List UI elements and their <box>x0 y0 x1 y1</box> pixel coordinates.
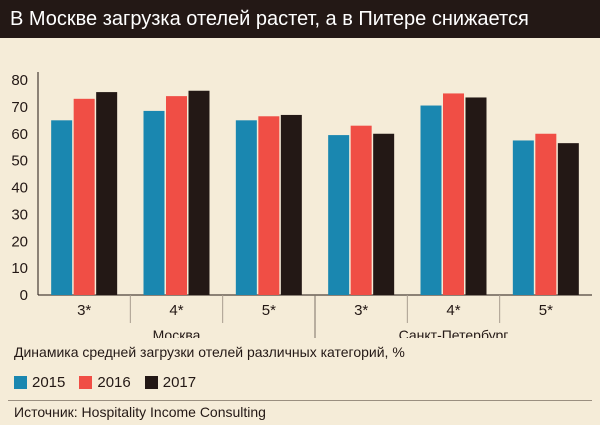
y-tick-label: 20 <box>11 233 28 250</box>
y-tick-label: 60 <box>11 126 28 143</box>
legend-label-2017: 2017 <box>162 373 197 391</box>
source-note: Источник: Hospitality Income Consulting <box>14 404 266 420</box>
bar-2017 <box>557 143 579 295</box>
bar-2017 <box>373 133 395 295</box>
axis-layer <box>37 72 592 338</box>
x-tick-label: 4* <box>169 302 183 319</box>
legend-item-2015: 2015 <box>14 374 65 391</box>
chart-title: В Москве загрузка отелей растет, а в Пит… <box>0 0 600 38</box>
labels-layer: 0 10 20 30 40 50 60 70 80 3* 4* 5* 3* 4* 5* Москва Санкт… <box>11 72 553 338</box>
y-tick-label: 70 <box>11 99 28 116</box>
y-tick-label: 0 <box>20 287 28 304</box>
x-tick-label: 3* <box>354 302 368 319</box>
bar-2015 <box>328 135 350 295</box>
bar-2015 <box>235 120 257 295</box>
bar-2016 <box>350 125 372 295</box>
bar-2017 <box>188 90 210 295</box>
legend-label-2016: 2016 <box>97 373 131 391</box>
bar-2016 <box>258 116 280 295</box>
legend-label-2015: 2015 <box>32 373 66 391</box>
bar-2017 <box>96 92 118 295</box>
bar-2017 <box>465 97 487 295</box>
x-tick-label: 5* <box>539 302 553 319</box>
legend-swatch-2016 <box>79 375 93 389</box>
x-tick-label: 4* <box>446 302 460 319</box>
bar-2016 <box>443 93 464 295</box>
legend-swatch-2017 <box>144 375 158 389</box>
bar-2015 <box>51 120 73 295</box>
legend: 2015 2016 2017 <box>14 372 196 392</box>
y-tick-label: 50 <box>11 153 28 170</box>
y-tick-label: 80 <box>11 72 28 89</box>
bar-2015 <box>512 140 534 295</box>
chart-subtitle: Динамика средней загрузки отелей различн… <box>14 344 405 360</box>
legend-item-2017: 2017 <box>144 373 197 391</box>
bar-2016 <box>166 96 187 295</box>
bars-layer <box>51 90 579 295</box>
bar-2015 <box>143 110 165 295</box>
x-tick-label: 3* <box>77 302 91 319</box>
x-tick-label: 5* <box>262 302 276 319</box>
legend-item-2016: 2016 <box>79 373 131 391</box>
bar-chart: 0 10 20 30 40 50 60 70 80 3* 4* 5* 3* 4* 5* Москва Санкт… <box>11 72 592 338</box>
group-label: Санкт-Петербург <box>399 327 509 338</box>
bar-2015 <box>420 105 442 295</box>
source-divider <box>8 400 592 401</box>
legend-swatch-2015 <box>14 375 27 389</box>
y-tick-label: 10 <box>11 260 28 277</box>
bar-2017 <box>280 114 302 295</box>
group-label: Москва <box>153 327 201 338</box>
bar-2016 <box>73 98 95 295</box>
y-tick-label: 40 <box>11 180 28 197</box>
bar-2016 <box>535 133 557 295</box>
y-tick-label: 30 <box>11 206 28 223</box>
